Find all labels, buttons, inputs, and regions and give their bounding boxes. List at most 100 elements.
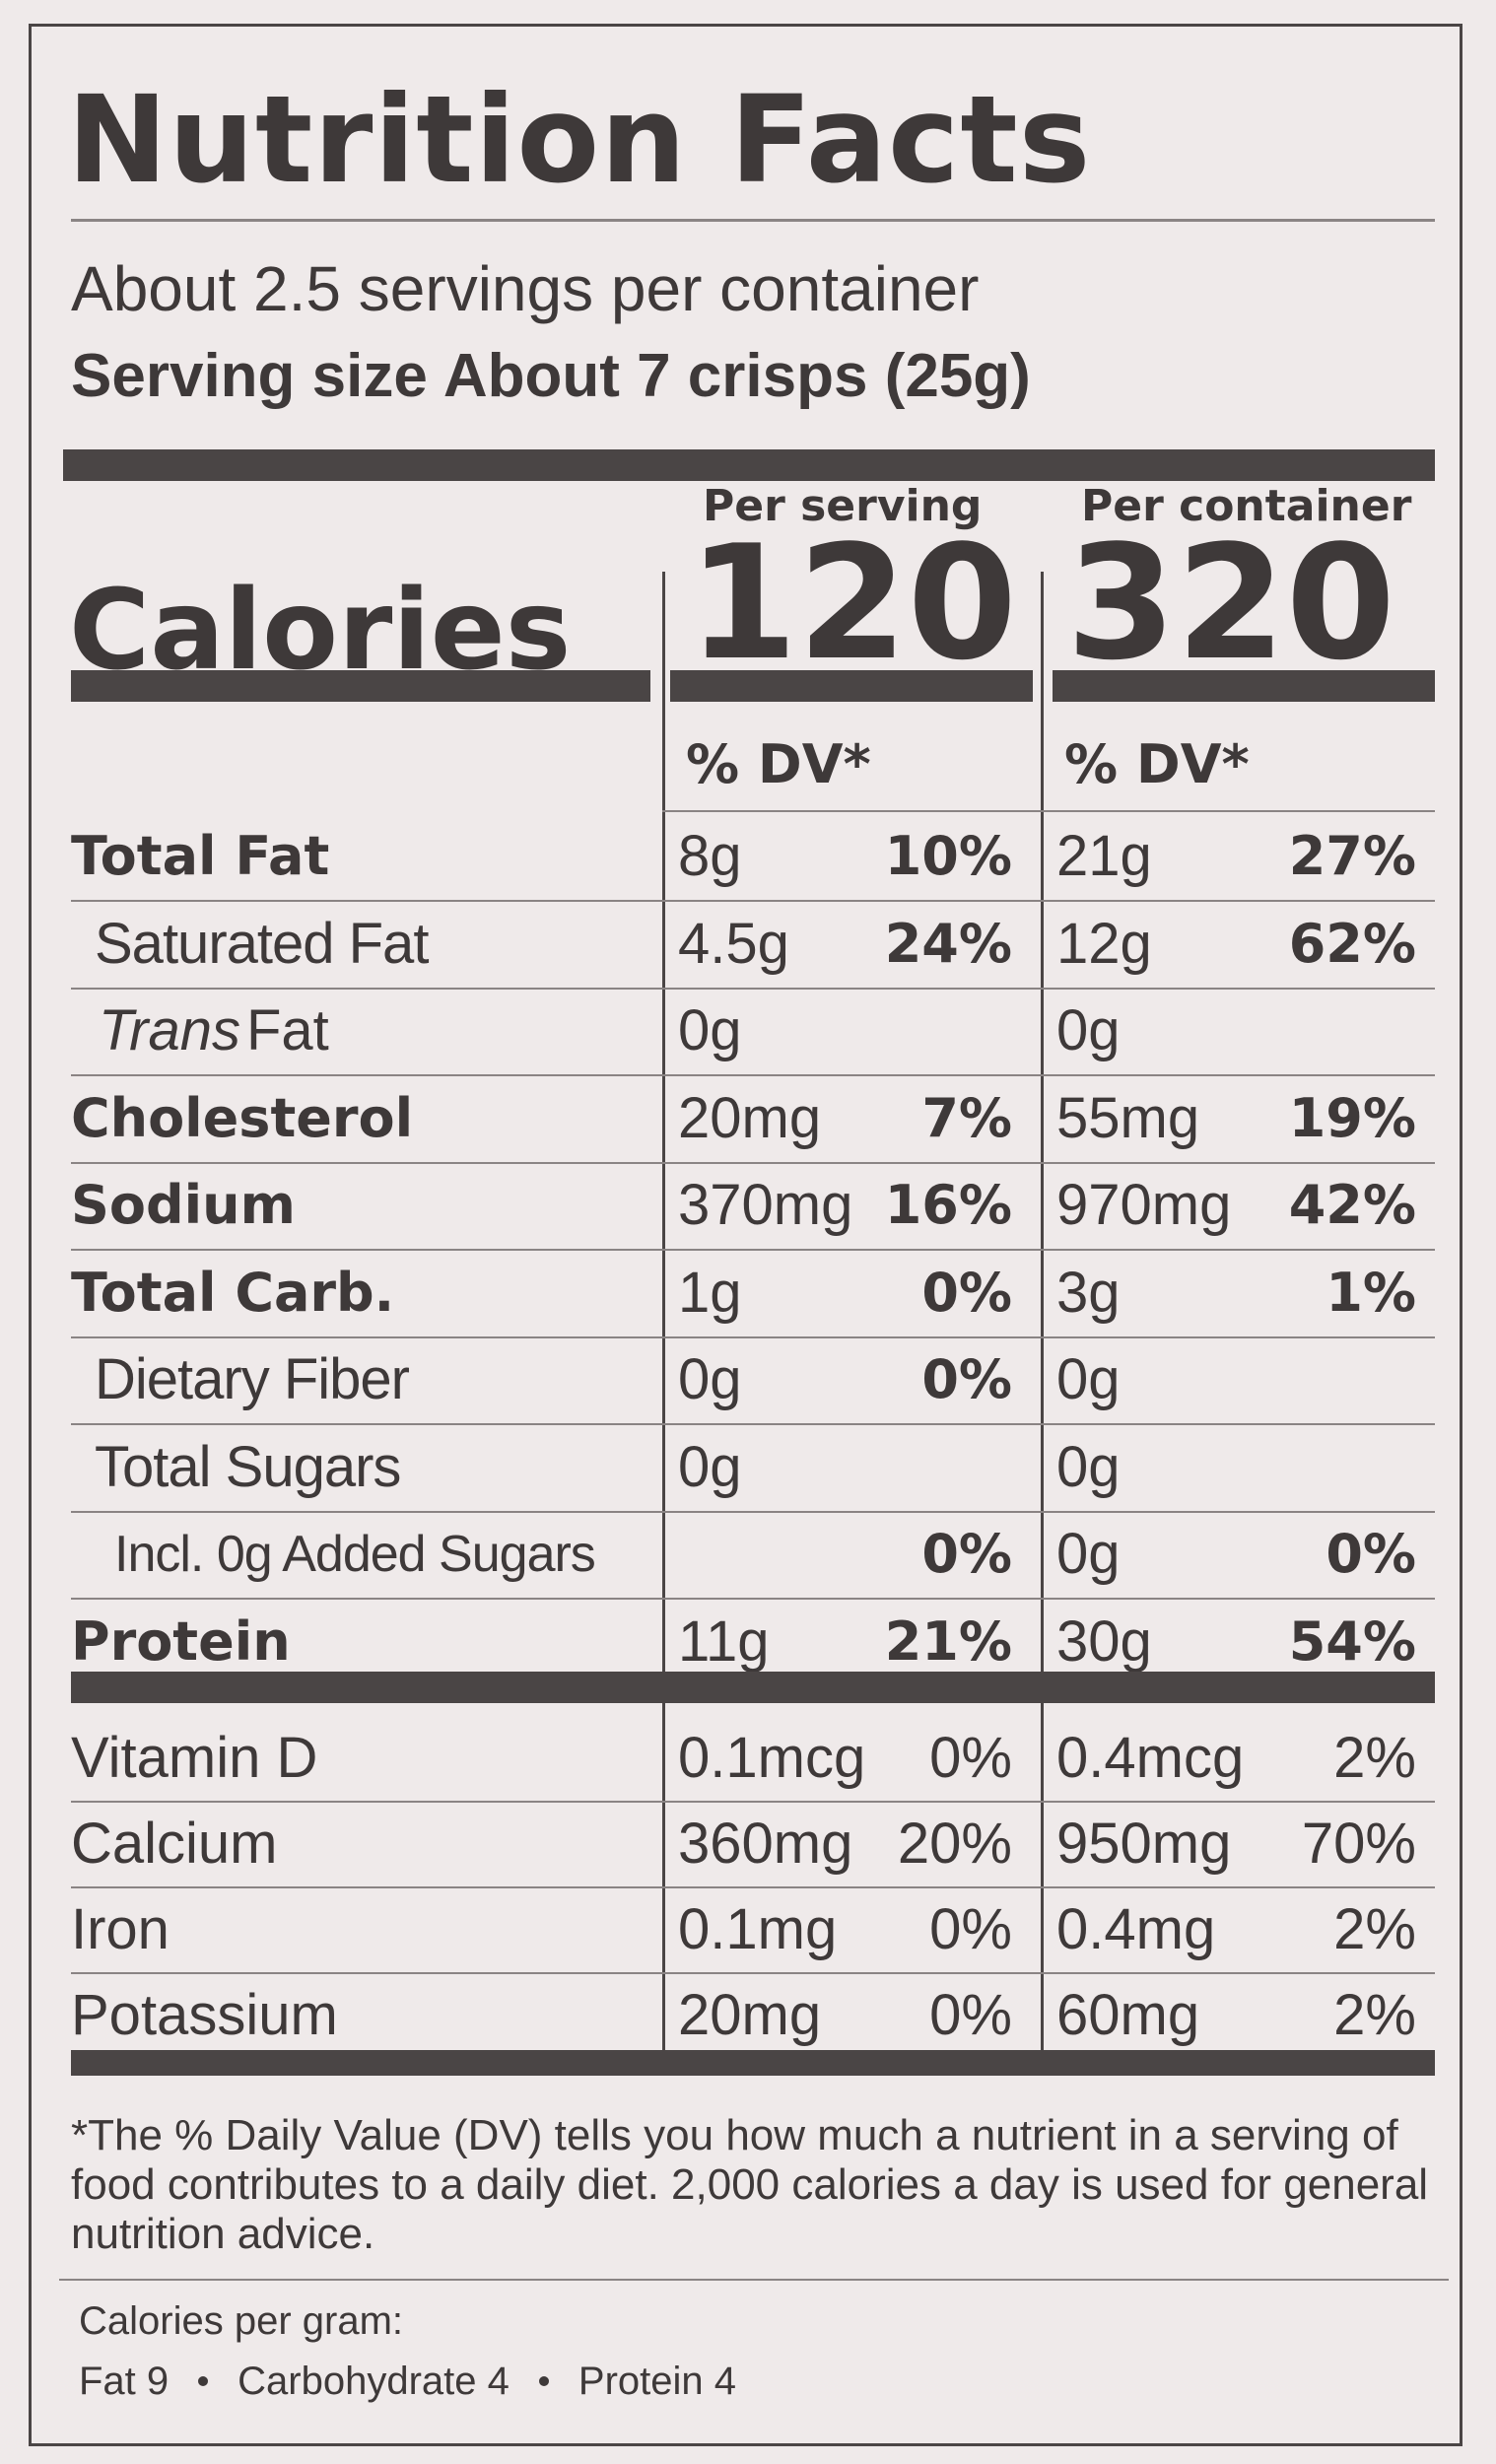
amount: 970mg [1056,1173,1232,1237]
nutrient-name: Protein [71,1609,291,1673]
daily-value: 19% [1288,1086,1416,1149]
daily-value: 42% [1288,1174,1416,1236]
thick-bar [71,2050,1435,2076]
amount: 21g [1056,824,1152,888]
daily-value: 10% [884,825,1012,887]
amount: 0.1mg [678,1897,838,1961]
footnote-rule [59,2279,1449,2281]
nutrient-name: Total Fat [71,825,330,887]
daily-value: 1% [1326,1261,1416,1324]
amount: 0g [678,998,742,1062]
daily-value: 62% [1288,912,1416,975]
daily-value: 2% [1333,1983,1416,2047]
calories-bar [1053,670,1435,702]
row-rule [71,1972,1435,1974]
title: Nutrition Facts [67,70,1092,210]
amount: 20mg [678,1085,822,1150]
daily-value: 0% [929,1897,1012,1961]
calories-per-gram-label: Calories per gram: [79,2299,404,2343]
daily-value: 20% [897,1812,1012,1876]
row-rule [71,1161,1435,1164]
daily-value: 2% [1333,1897,1416,1961]
nutrient-name: Total Carb. [71,1261,395,1324]
amount: 3g [1056,1260,1121,1325]
separator-dot [198,2376,209,2386]
serving-size-label: Serving size [71,342,428,410]
daily-value: 54% [1288,1609,1416,1673]
row-rule [71,1074,1435,1076]
footnote: *The % Daily Value (DV) tells you how mu… [71,2111,1429,2258]
daily-value: 2% [1333,1726,1416,1790]
column-header: Per serving [703,481,983,531]
serving-size: Serving size About 7 crisps (25g) [71,346,1031,407]
separator-dot [538,2376,549,2386]
calories-per-gram-item: Protein 4 [578,2360,736,2403]
nutrient-name: Potassium [71,1983,338,2047]
amount: 0g [1056,1522,1121,1586]
daily-value: 16% [884,1174,1012,1236]
calories-value: 120 [688,511,1017,695]
calories-label: Calories [69,567,572,695]
amount: 0g [1056,1434,1121,1499]
calories-bar [71,670,650,702]
daily-value: 21% [884,1609,1012,1673]
daily-value: 27% [1288,825,1416,887]
calories-value: 320 [1066,511,1395,695]
amount: 8g [678,824,742,888]
label-frame [29,24,1462,2446]
servings: About 2.5 servings per container [71,253,980,324]
row-rule [71,1886,1435,1888]
nutrient-name: Cholesterol [71,1086,414,1149]
nutrient-name-italic: Trans [99,998,240,1062]
dv-header: % DV* [1064,733,1250,795]
daily-value: 70% [1301,1812,1416,1876]
nutrient-name: Incl. 0g Added Sugars [114,1526,596,1583]
amount: 55mg [1056,1085,1200,1150]
amount: 370mg [678,1173,853,1237]
daily-value: 0% [921,1348,1012,1410]
calories-per-gram-item: Fat 9 [79,2360,170,2403]
daily-value: 0% [921,1261,1012,1324]
nutrient-name: Fat [246,998,329,1062]
amount: 30g [1056,1608,1152,1674]
amount: 12g [1056,911,1152,976]
nutrient-name: Iron [71,1897,170,1961]
row-rule [71,987,1435,990]
row-rule [71,1423,1435,1425]
row-rule [71,1510,1435,1513]
calories-per-gram-item: Carbohydrate 4 [238,2360,510,2403]
dv-header: % DV* [686,733,871,795]
nutrient-name: Dietary Fiber [95,1347,410,1411]
nutrient-name: Calcium [71,1812,278,1876]
thick-bar [71,1672,1435,1703]
calories-bar [670,670,1033,702]
row-rule [662,810,1435,812]
nutrient-name: Total Sugars [95,1434,401,1499]
nutrient-name: Vitamin D [71,1726,318,1790]
daily-value: 0% [1326,1523,1416,1585]
daily-value: 0% [921,1523,1012,1585]
nutrient-name: Saturated Fat [95,911,429,976]
row-rule [71,1801,1435,1803]
column-header: Per container [1081,481,1412,531]
amount: 0g [1056,1347,1121,1411]
row-rule [71,1598,1435,1600]
thick-bar [63,449,1435,481]
amount: 11g [678,1608,770,1674]
amount: 360mg [678,1812,853,1876]
amount: 950mg [1056,1812,1232,1876]
nutrient-name: Sodium [71,1174,296,1236]
amount: 4.5g [678,911,789,976]
amount: 0.1mcg [678,1726,866,1790]
title-rule [71,219,1435,222]
daily-value: 0% [929,1983,1012,2047]
daily-value: 24% [884,912,1012,975]
amount: 0g [678,1434,742,1499]
row-rule [71,1249,1435,1251]
column-divider [662,572,665,2050]
amount: 60mg [1056,1983,1200,2047]
daily-value: 0% [929,1726,1012,1790]
daily-value: 7% [921,1086,1012,1149]
amount: 20mg [678,1983,822,2047]
